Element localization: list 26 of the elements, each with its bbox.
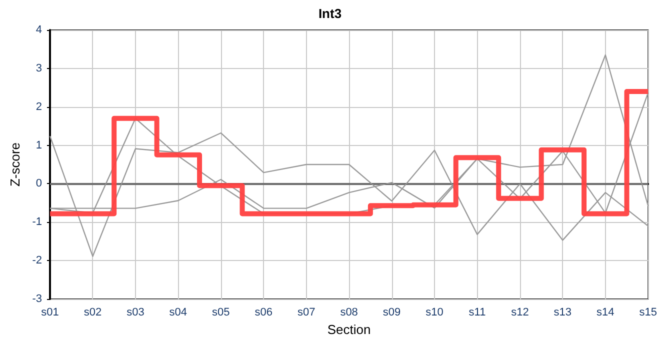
chart-title: Int3 — [318, 6, 342, 21]
x-tick-label: s11 — [468, 306, 486, 318]
x-tick-label: s03 — [126, 306, 144, 318]
y-tick-label: 0 — [36, 178, 42, 190]
x-tick-label: s09 — [382, 306, 401, 318]
x-tick-label: s13 — [554, 306, 572, 318]
x-tick-label: s10 — [426, 306, 444, 318]
x-tick-label: s08 — [340, 306, 358, 318]
y-tick-label: 2 — [36, 100, 42, 113]
x-tick-label: s02 — [84, 306, 102, 318]
y-tick-label: -1 — [32, 216, 42, 228]
y-tick-label: 3 — [36, 62, 42, 74]
y-tick-label: -3 — [32, 293, 42, 305]
x-tick-label: s14 — [596, 306, 614, 318]
x-tick-label: s15 — [639, 306, 658, 318]
x-tick-label: s04 — [169, 306, 188, 318]
y-tick-label: 1 — [36, 139, 42, 152]
x-tick-label: s07 — [297, 306, 316, 318]
x-tick-label: s01 — [41, 306, 59, 318]
y-axis-title: Z-score — [7, 142, 22, 187]
x-tick-label: s05 — [212, 306, 230, 318]
y-tick-label: -2 — [32, 254, 42, 267]
y-tick-label: 4 — [36, 24, 42, 36]
x-tick-label: s12 — [511, 306, 529, 318]
x-tick-label: s06 — [254, 306, 272, 318]
x-axis-title: Section — [327, 322, 371, 337]
